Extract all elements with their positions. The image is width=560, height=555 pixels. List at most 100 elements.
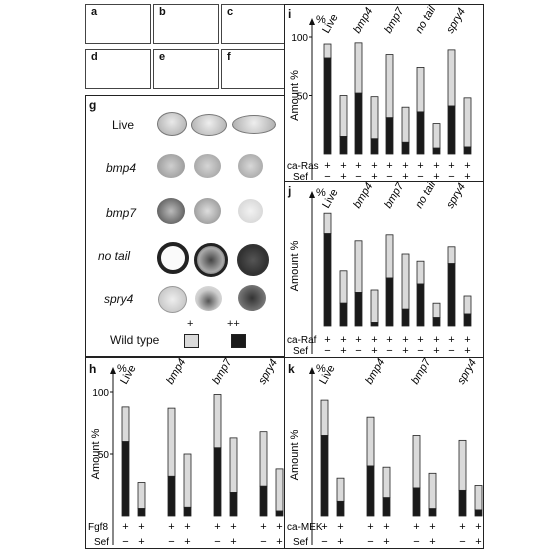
bar-plus: [412, 435, 421, 489]
bar-plus: [463, 295, 472, 315]
row2-symbol: +: [337, 536, 343, 548]
embryo-notail-1: [157, 242, 189, 274]
embryo-bmp7-1: [157, 198, 185, 224]
category-label: no tail: [413, 4, 438, 35]
embryo-bmp7-2: [194, 198, 221, 224]
bar-plus: [401, 253, 410, 310]
bar-plus: [447, 49, 456, 107]
bar-plusplus: [416, 283, 425, 327]
row1-symbol: +: [355, 160, 361, 172]
bar-plusplus: [323, 57, 332, 155]
row1-symbol: +: [214, 521, 220, 533]
category-label: bmp7: [409, 357, 434, 387]
photo-letter: f: [225, 51, 233, 63]
row1-symbol: +: [475, 521, 481, 533]
bar-plus: [416, 67, 425, 113]
bar-plusplus: [432, 317, 441, 327]
row2-symbol: −: [355, 171, 361, 182]
bar-plus: [432, 302, 441, 318]
bar-plus: [370, 96, 379, 140]
bar-plusplus: [366, 465, 375, 517]
category-label: bmp7: [210, 357, 235, 387]
row1-symbol: +: [402, 334, 408, 346]
bar-plusplus: [336, 500, 345, 517]
category-label: bmp4: [351, 181, 375, 211]
inhibitor-label: Sef: [293, 346, 308, 357]
panel-letter: k: [288, 362, 295, 376]
bar-plus: [432, 123, 441, 149]
embryo-notail-2: [194, 243, 228, 277]
bar-plus: [458, 439, 467, 491]
row2-symbol: +: [383, 536, 389, 548]
bar-plusplus: [370, 138, 379, 155]
bar-plusplus: [121, 441, 130, 517]
y-tick-label: 100: [92, 388, 109, 399]
bar-plusplus: [167, 475, 176, 517]
bar-plusplus: [401, 141, 410, 155]
embryo-bmp4-3: [238, 154, 263, 178]
row2-symbol: +: [340, 345, 346, 357]
row1-symbol: +: [321, 521, 327, 533]
row2-symbol: −: [386, 345, 392, 357]
chart-h: %Amount %50100Fgf8SefLive+−++bmp4+−++bmp…: [88, 357, 284, 548]
legend-swatch-plusplus: [231, 334, 246, 348]
row1-symbol: +: [433, 160, 439, 172]
bar-plusplus: [447, 263, 456, 327]
category-label: bmp4: [351, 6, 375, 36]
bar-plusplus: [463, 146, 472, 155]
row1-symbol: +: [340, 334, 346, 346]
row1-symbol: +: [260, 521, 266, 533]
embryo-live-2: [191, 114, 227, 136]
category-label: spry4: [444, 6, 468, 35]
bar-plusplus: [432, 147, 441, 155]
y-axis-label: Amount %: [289, 240, 301, 291]
row1-symbol: +: [138, 521, 144, 533]
row2-symbol: +: [340, 171, 346, 182]
condition-label: Fgf8: [88, 522, 108, 533]
row2-symbol: −: [122, 536, 128, 548]
bar-plus: [121, 406, 130, 443]
row-label-no-tail: no tail: [98, 249, 131, 263]
bar-plusplus: [354, 92, 363, 155]
bar-plusplus: [447, 105, 456, 155]
y-unit-label: %: [117, 363, 127, 375]
bar-plusplus: [401, 308, 410, 327]
row1-symbol: +: [122, 521, 128, 533]
chart-j: %Amount %ca-RafSefLive+−++bmp4+−++bmp7+−…: [287, 181, 472, 357]
bar-plus: [339, 95, 348, 137]
embryo-spry4-3: [238, 285, 266, 311]
row1-symbol: +: [417, 160, 423, 172]
row2-symbol: +: [230, 536, 236, 548]
y-axis-label: Amount %: [90, 428, 102, 479]
bar-plus: [447, 246, 456, 265]
row2-symbol: +: [475, 536, 481, 548]
bar-plus: [213, 394, 222, 449]
condition-label: ca-MEK: [287, 522, 323, 533]
inhibitor-label: Sef: [94, 537, 109, 548]
bar-plus: [259, 431, 268, 487]
y-unit-label: %: [316, 187, 326, 199]
y-unit-label: %: [316, 363, 326, 375]
photo-letter: d: [89, 51, 100, 63]
row2-symbol: −: [214, 536, 220, 548]
category-label: bmp4: [164, 357, 188, 387]
bar-plusplus: [458, 489, 467, 517]
condition-label: ca-Raf: [287, 335, 317, 346]
row2-symbol: +: [138, 536, 144, 548]
y-axis-arrow: [309, 18, 315, 25]
row1-symbol: +: [413, 521, 419, 533]
embryo-bmp7-3: [238, 199, 263, 223]
bar-plus: [339, 270, 348, 304]
row2-symbol: −: [413, 536, 419, 548]
legend-title: Wild type: [110, 333, 160, 347]
row-label-bmp7: bmp7: [106, 206, 137, 220]
row2-symbol: +: [276, 536, 282, 548]
bar-plus: [323, 43, 332, 59]
photo-letter: a: [89, 6, 100, 18]
photo-letter: b: [157, 6, 168, 18]
legend-plus-label: +: [187, 318, 194, 330]
row1-symbol: +: [417, 334, 423, 346]
bar-plusplus: [137, 508, 146, 517]
bar-plusplus: [354, 292, 363, 327]
